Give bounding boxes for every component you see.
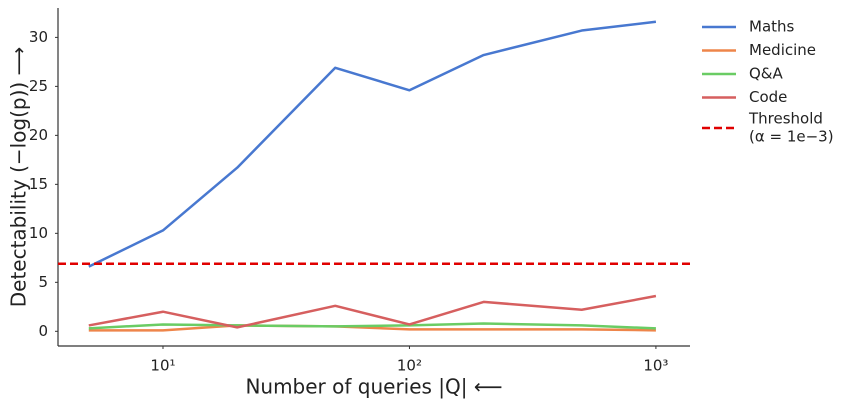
x-axis-label: Number of queries |Q| ⟵ (245, 375, 502, 399)
series-line (88, 20, 657, 268)
x-tick-label: 10¹ (150, 357, 175, 375)
y-tick-label: 5 (38, 273, 48, 291)
legend-label: Maths (749, 18, 795, 36)
series-line (88, 324, 656, 332)
y-tick-label: 0 (38, 322, 48, 340)
y-tick-label: 10 (29, 224, 48, 242)
y-axis-label: Detectability (−log(p)) ⟶ (7, 47, 31, 308)
y-tick-label: 15 (29, 175, 48, 193)
x-tick-label: 10³ (643, 357, 668, 375)
legend-label: Code (749, 88, 787, 106)
legend-label: Q&A (749, 65, 784, 83)
legend-label: Threshold (748, 110, 823, 128)
x-tick-label: 10² (397, 357, 422, 375)
series-line (88, 294, 657, 329)
legend-label: Medicine (749, 41, 816, 59)
y-tick-label: 25 (29, 77, 48, 95)
y-tick-label: 20 (29, 126, 48, 144)
series-line (88, 322, 656, 330)
y-tick-label: 30 (29, 28, 48, 46)
legend-label: (α = 1e−3) (749, 128, 834, 146)
